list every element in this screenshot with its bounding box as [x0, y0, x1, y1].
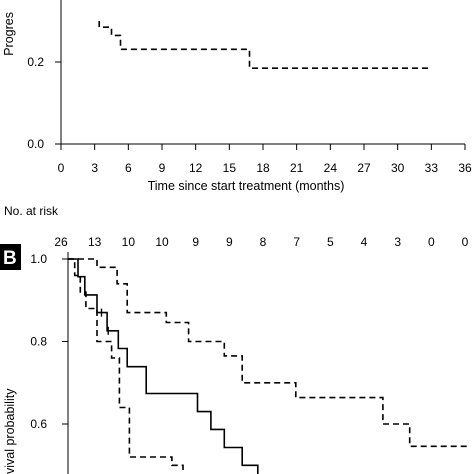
- panel-a-xtick-label: 15: [223, 161, 237, 175]
- panel-a-ytick-label: 0.2: [27, 55, 44, 69]
- panel-a-ytick-label: 0.0: [27, 137, 44, 151]
- panel-a-xtick-label: 3: [91, 161, 98, 175]
- risk-table-count: 7: [293, 235, 300, 249]
- risk-table-count: 10: [122, 235, 136, 249]
- panel-a-plot: Progres 0.00.2 0 3 6 9 12 15 18 21 24 27 30 33 36 Ti…: [2, 0, 472, 249]
- panel-b-series-line: [68, 258, 470, 448]
- panel-a-xtick-label: 18: [256, 161, 270, 175]
- panel-a-xtick-label: 12: [189, 161, 203, 175]
- panel-a-series-line: [98, 21, 432, 69]
- panel-b-ylabel: vival probability: [3, 388, 17, 474]
- panel-a-xtick-label: 21: [290, 161, 304, 175]
- panel-a-xtick-label: 9: [159, 161, 166, 175]
- panel-a-xtick-label: 27: [357, 161, 371, 175]
- panel-b-letter-box: [0, 244, 21, 270]
- panel-b-ytick-label: 0.8: [30, 335, 47, 349]
- risk-table-label: No. at risk: [4, 204, 59, 218]
- risk-table-count: 0: [462, 235, 469, 249]
- panel-a-xtick-label: 33: [425, 161, 439, 175]
- panel-a-xtick-label: 30: [391, 161, 405, 175]
- risk-table-count: 8: [260, 235, 267, 249]
- panel-b-series-line: [68, 258, 184, 474]
- panel-b-ytick-label: 1.0: [30, 252, 47, 266]
- panel-b-plot: B vival probability 0.6 0.8 1.0: [0, 244, 470, 474]
- risk-table-count: 10: [155, 235, 169, 249]
- panel-a-xtick-label: 6: [125, 161, 132, 175]
- risk-table-count: 13: [88, 235, 102, 249]
- panel-a-xtick-label: 36: [458, 161, 472, 175]
- panel-a-xtick-label: 0: [58, 161, 65, 175]
- panel-b-series-line: [68, 258, 259, 474]
- panel-b-letter: B: [3, 248, 17, 269]
- risk-table-count: 3: [394, 235, 401, 249]
- panel-a-xtick-label: 24: [324, 161, 338, 175]
- risk-table-count: 26: [54, 235, 68, 249]
- risk-table-count: 9: [226, 235, 233, 249]
- panel-a-ylabel: Progres: [2, 12, 16, 56]
- panel-b-ytick-label: 0.6: [30, 417, 47, 431]
- risk-table-count: 0: [428, 235, 435, 249]
- risk-table-count: 4: [361, 235, 368, 249]
- risk-table-count: 5: [327, 235, 334, 249]
- risk-table-count: 9: [192, 235, 199, 249]
- panel-a-xlabel: Time since start treatment (months): [148, 179, 345, 193]
